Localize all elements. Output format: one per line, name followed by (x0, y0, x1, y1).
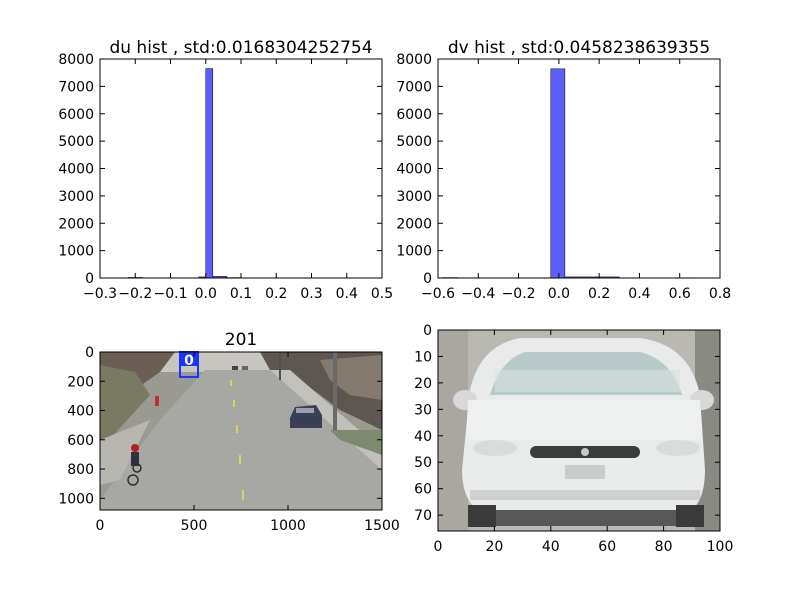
tracked-box-label: 0 (184, 353, 194, 369)
y-tick-label: 5000 (58, 134, 94, 150)
x-tick-label: 40 (542, 539, 560, 555)
y-tick-label: 4000 (396, 162, 432, 178)
du-histogram-yticks: 0 1000 2000 3000 4000 5000 6000 7000 8000 (58, 52, 382, 287)
dv-histogram-title: dv hist , std:0.0458238639355 (448, 38, 710, 58)
frame-image-frame (99, 351, 383, 511)
y-tick-label: 800 (67, 462, 94, 478)
y-tick-label: 1000 (58, 244, 94, 260)
x-tick-label: 0 (434, 539, 443, 555)
y-tick-label: 20 (414, 376, 432, 392)
y-tick-label: 2000 (396, 216, 432, 232)
x-tick-label: 0.2 (265, 286, 287, 302)
x-tick-label: 20 (485, 539, 503, 555)
car-crop-frame (437, 329, 721, 532)
x-tick-label: 0.4 (336, 286, 358, 302)
car-crop-yticks: 0 10 20 30 40 50 60 70 (414, 323, 720, 524)
x-tick-label: −0.2 (118, 286, 152, 302)
car-crop-xticks: 0 20 40 60 80 100 (434, 330, 734, 555)
frame-image-xticks: 0 500 1000 1500 (96, 352, 400, 534)
x-tick-label: −0.6 (421, 286, 455, 302)
dv-histogram-panel: dv hist , std:0.0458238639355 −0.6 −0.4 −0… (396, 38, 731, 302)
y-tick-label: 7000 (396, 79, 432, 95)
x-tick-label: 0.0 (548, 286, 570, 302)
x-tick-label: −0.1 (154, 286, 188, 302)
y-tick-label: 70 (414, 508, 432, 524)
x-tick-label: 60 (598, 539, 616, 555)
y-tick-label: 6000 (396, 107, 432, 123)
y-tick-label: 30 (414, 402, 432, 418)
x-tick-label: 0.6 (669, 286, 691, 302)
du-histogram-title: du hist , std:0.0168304252754 (109, 38, 372, 58)
y-tick-label: 200 (67, 374, 94, 390)
y-tick-label: 5000 (396, 134, 432, 150)
y-tick-label: 1000 (58, 491, 94, 507)
frame-image-title: 201 (225, 330, 257, 350)
y-tick-label: 0 (423, 271, 432, 287)
y-tick-label: 4000 (58, 162, 94, 178)
y-tick-label: 3000 (396, 189, 432, 205)
street-scene-image: 0 (100, 351, 382, 510)
x-tick-label: −0.4 (461, 286, 495, 302)
frame-image-panel: 201 (58, 330, 399, 534)
y-tick-label: 7000 (58, 79, 94, 95)
x-tick-label: 80 (655, 539, 673, 555)
y-tick-label: 50 (414, 455, 432, 471)
x-tick-label: 500 (181, 518, 208, 534)
y-tick-label: 0 (423, 323, 432, 339)
x-tick-label: 0.2 (588, 286, 610, 302)
x-tick-label: 0.4 (628, 286, 650, 302)
y-tick-label: 6000 (58, 107, 94, 123)
y-tick-label: 40 (414, 429, 432, 445)
du-histogram-panel: du hist , std:0.0168304252754 −0.3 −0.2 −0… (58, 38, 393, 302)
histogram-bar (205, 68, 214, 279)
x-tick-label: −0.2 (502, 286, 536, 302)
x-tick-label: −0.3 (83, 286, 117, 302)
y-tick-label: 3000 (58, 189, 94, 205)
y-tick-label: 0 (85, 271, 94, 287)
histogram-bar (550, 68, 566, 279)
y-tick-label: 1000 (396, 244, 432, 260)
y-tick-label: 2000 (58, 216, 94, 232)
y-tick-label: 400 (67, 404, 94, 420)
x-tick-label: 0.3 (300, 286, 322, 302)
frame-image-yticks: 0 200 400 600 800 1000 (58, 345, 382, 507)
y-tick-label: 0 (85, 345, 94, 361)
y-tick-label: 60 (414, 482, 432, 498)
dv-histogram-xticks: −0.6 −0.4 −0.2 0.0 0.2 0.4 0.6 0.8 (421, 59, 731, 302)
x-tick-label: 1500 (364, 518, 400, 534)
dv-histogram-yticks: 0 1000 2000 3000 4000 5000 6000 7000 8000 (396, 52, 720, 287)
y-tick-label: 10 (414, 349, 432, 365)
x-tick-label: 0.1 (230, 286, 252, 302)
car-crop-image (438, 330, 720, 531)
x-tick-label: 0.8 (709, 286, 731, 302)
du-histogram-xticks: −0.3 −0.2 −0.1 0.0 0.1 0.2 0.3 0.4 0.5 (83, 59, 393, 302)
x-tick-label: 0.5 (371, 286, 393, 302)
y-tick-label: 8000 (58, 52, 94, 68)
car-crop-panel: 0 20 40 60 80 100 0 10 20 30 40 50 60 70 (414, 323, 733, 555)
x-tick-label: 1000 (270, 518, 306, 534)
y-tick-label: 600 (67, 433, 94, 449)
x-tick-label: 0.0 (195, 286, 217, 302)
y-tick-label: 8000 (396, 52, 432, 68)
x-tick-label: 0 (96, 518, 105, 534)
x-tick-label: 100 (707, 539, 734, 555)
